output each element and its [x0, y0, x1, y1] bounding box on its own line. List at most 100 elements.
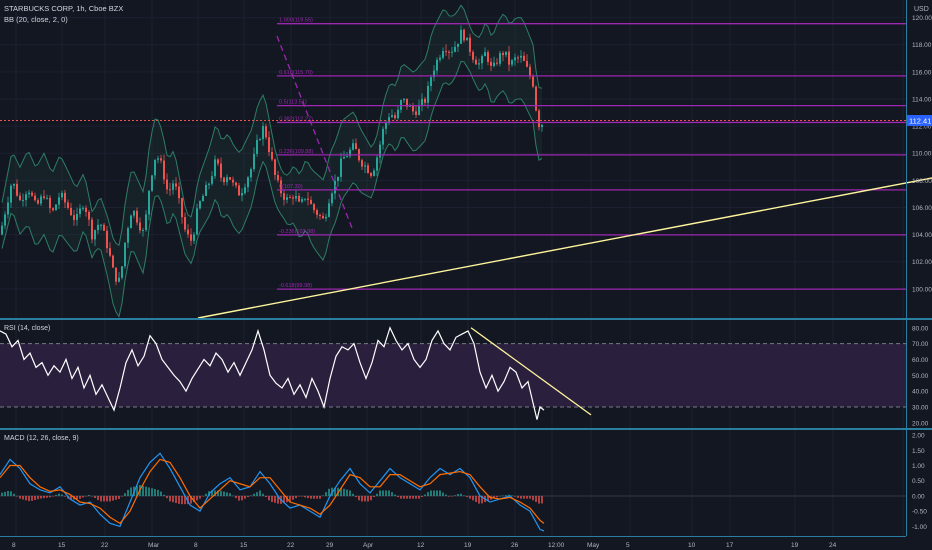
candle-body: [313, 204, 315, 211]
candle-body: [28, 192, 30, 195]
macd-histogram-bar: [25, 495, 27, 501]
candle-body: [415, 111, 417, 115]
candle-body: [259, 139, 261, 141]
bb-legend[interactable]: BB (20, close, 2, 0): [4, 15, 68, 24]
macd-histogram-bar: [13, 493, 15, 496]
macd-tick-label: -1.00: [912, 524, 927, 531]
symbol-title[interactable]: STARBUCKS CORP, 1h, Cboe BZX: [4, 4, 123, 13]
macd-histogram-bar: [70, 495, 72, 500]
time-tick-label: Mar: [148, 542, 160, 549]
candle-body: [316, 210, 318, 215]
candle-body: [247, 177, 249, 188]
macd-histogram-bar: [253, 493, 255, 496]
macd-histogram-bar: [7, 491, 9, 496]
rsi-axis[interactable]: 80.00 70.00 60.00 50.00 40.00 30.00 20.00: [912, 325, 929, 427]
macd-histogram-bar: [229, 493, 231, 496]
macd-tick-label: 2.00: [912, 433, 925, 440]
candle-body: [388, 117, 390, 122]
macd-axis[interactable]: 2.00 1.50 1.00 0.50 0.00 -0.50 -1.00: [912, 433, 927, 531]
macd-histogram-bar: [364, 495, 366, 502]
time-tick-label: 5: [626, 542, 630, 549]
time-tick-label: 15: [240, 542, 248, 549]
candle-body: [1, 225, 3, 235]
macd-histogram-bar: [304, 495, 306, 498]
pane-separator-rsi[interactable]: [0, 318, 932, 320]
macd-histogram-bar: [223, 491, 225, 496]
macd-histogram-bar: [127, 489, 129, 496]
candle-body: [136, 210, 138, 223]
macd-histogram-bar: [466, 495, 468, 498]
macd-histogram-bar: [115, 495, 117, 500]
candle-body: [535, 86, 537, 111]
fib-level-label: -0.618(99.98): [279, 283, 312, 289]
rsi-line: [0, 326, 545, 420]
candle-body: [85, 207, 87, 212]
macd-histogram-bar: [196, 495, 198, 501]
fib-anchor-line[interactable]: [276, 35, 353, 229]
pane-separator-macd[interactable]: [0, 428, 932, 430]
time-axis-border: [0, 536, 906, 537]
candle-body: [142, 230, 144, 232]
candle-body: [424, 98, 426, 103]
macd-histogram-bar: [517, 495, 519, 498]
rsi-legend[interactable]: RSI (14, close): [4, 325, 50, 332]
macd-histogram-bar: [472, 495, 474, 501]
time-axis[interactable]: 8 15 22 Mar 8 15 22 29 Apr 12 19 26 12:00 May 5 10 17 19 2…: [12, 542, 837, 549]
fib-level-label: -0.236(103.98): [279, 229, 315, 235]
macd-histogram-bar: [460, 493, 462, 496]
candle-body: [538, 110, 540, 128]
macd-histogram-bar: [265, 495, 267, 498]
candle-body: [91, 219, 93, 240]
fibonacci-levels[interactable]: 1.000(119.55) 0.618(115.70) 0.5(113.51) 0.3…: [277, 18, 906, 290]
candle-body: [361, 160, 363, 167]
candle-body: [196, 208, 198, 235]
candle-body: [217, 159, 219, 164]
candle-body: [286, 197, 288, 200]
candle-body: [337, 176, 339, 181]
candle-body: [319, 214, 321, 216]
macd-histogram-bar: [136, 485, 138, 496]
candle-body: [445, 50, 447, 52]
price-candles: [1, 25, 543, 286]
candle-body: [178, 186, 180, 199]
rsi-tick-label: 80.00: [912, 325, 929, 332]
macd-histogram-bar: [397, 495, 399, 498]
macd-tick-label: 1.50: [912, 448, 925, 455]
candle-body: [64, 192, 66, 203]
candle-body: [214, 159, 216, 177]
candle-body: [499, 53, 501, 64]
macd-histogram-bar: [430, 490, 432, 496]
macd-histogram-bar: [301, 495, 303, 497]
price-tick-label: 102.00: [912, 259, 932, 266]
macd-histogram-bar: [388, 490, 390, 496]
candle-body: [205, 184, 207, 196]
candle-body: [352, 143, 354, 150]
candle-body: [478, 63, 480, 65]
macd-histogram-bar: [454, 495, 456, 496]
candle-body: [427, 85, 429, 103]
rising-trendline[interactable]: [197, 177, 932, 319]
macd-histogram-bar: [373, 495, 375, 498]
macd-histogram-bar: [412, 495, 414, 499]
candle-body: [25, 194, 27, 201]
candle-body: [541, 124, 543, 128]
candle-body: [40, 196, 42, 204]
fib-level-label: 0.618(115.70): [279, 70, 313, 76]
rsi-trendline[interactable]: [470, 327, 592, 416]
currency-label[interactable]: USD: [914, 6, 929, 13]
macd-histogram-bar: [211, 490, 213, 496]
candle-body: [49, 197, 51, 209]
bb-lower: [1, 60, 543, 318]
macd-histogram-bar: [37, 495, 39, 500]
macd-histogram-bar: [283, 495, 285, 504]
macd-histogram-bar: [43, 495, 45, 499]
price-axis[interactable]: 120.00 118.00 116.00 114.00 112.00 110.00 108.…: [912, 15, 932, 293]
candle-body: [355, 143, 357, 150]
candle-body: [154, 159, 156, 176]
candle-body: [202, 195, 204, 202]
rsi-tick-label: 40.00: [912, 389, 929, 396]
macd-histogram-bar: [145, 486, 147, 496]
macd-legend[interactable]: MACD (12, 26, close, 9): [4, 435, 79, 442]
macd-histogram-bar: [64, 495, 66, 497]
